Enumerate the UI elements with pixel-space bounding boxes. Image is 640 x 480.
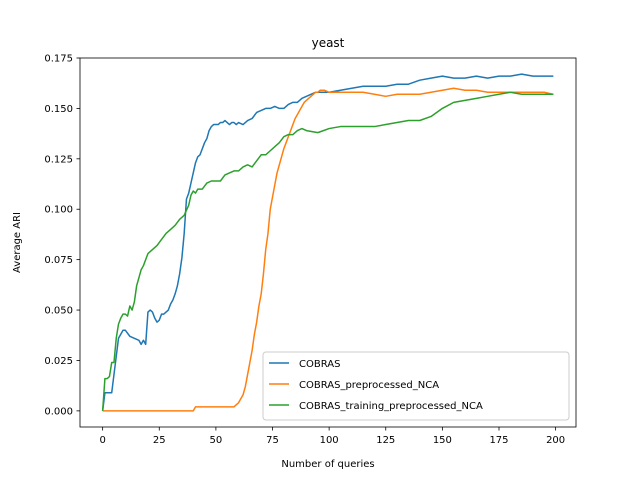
y-tick-label: 0.175 xyxy=(44,54,73,65)
series-line-1 xyxy=(101,73,554,411)
legend-box xyxy=(262,351,570,421)
y-tick-label: 0.150 xyxy=(44,104,73,115)
x-tick-label: 75 xyxy=(266,435,279,446)
y-tick-label: 0.100 xyxy=(44,205,73,216)
series-line-2 xyxy=(102,87,554,412)
chart-title: yeast xyxy=(312,36,345,50)
x-tick-label: 50 xyxy=(210,435,223,446)
x-tick-label: 25 xyxy=(153,435,166,446)
y-tick-label: 0.125 xyxy=(44,154,73,165)
axes-frame xyxy=(79,57,577,428)
legend-label-3: COBRAS_training_preprocessed_NCA xyxy=(299,401,483,412)
x-tick-label: 150 xyxy=(433,435,452,446)
legend-label-2: COBRAS_preprocessed_NCA xyxy=(299,380,439,391)
y-tick-label: 0.075 xyxy=(44,255,73,266)
y-tick-label: 0.000 xyxy=(44,406,73,417)
x-tick-label: 125 xyxy=(376,435,395,446)
series-line-3 xyxy=(101,91,554,411)
y-tick-label: 0.025 xyxy=(44,356,73,367)
x-tick-label: 100 xyxy=(320,435,339,446)
y-tick-label: 0.050 xyxy=(44,306,73,317)
x-tick-label: 200 xyxy=(546,435,565,446)
x-axis-label: Number of queries xyxy=(281,459,374,470)
x-tick-label: 175 xyxy=(489,435,508,446)
legend-label-1: COBRAS xyxy=(299,359,340,370)
legend: COBRAS COBRAS_preprocessed_NCA COBRAS_trai… xyxy=(262,351,570,421)
y-axis-label: Average ARI xyxy=(12,212,23,273)
plot-area: 0 25 50 75 100 125 150 175 200 0.000 0.025 0.050 0.0… xyxy=(44,54,577,446)
x-tick-label: 0 xyxy=(99,435,105,446)
